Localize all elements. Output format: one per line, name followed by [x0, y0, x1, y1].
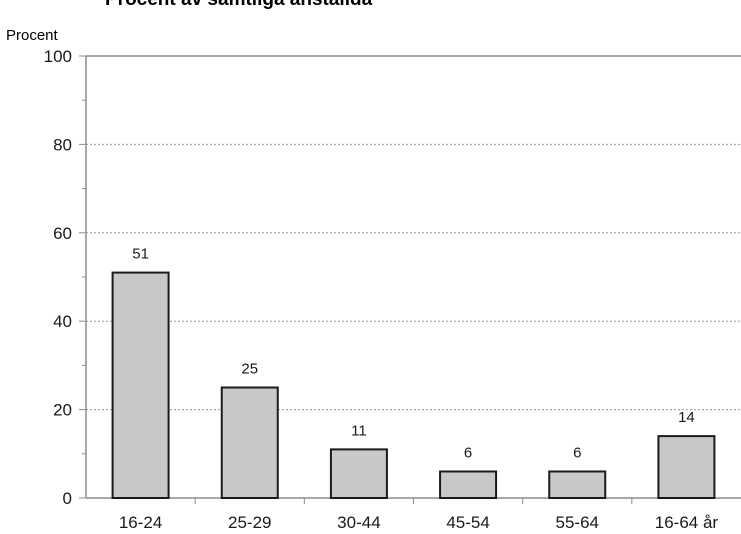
data-label-55-64: 6 [573, 444, 581, 461]
bar-30-44 [329, 448, 388, 500]
axes [79, 55, 741, 504]
x-tick-label: 55-64 [556, 513, 599, 532]
data-labels: 51 25 11 6 6 14 [132, 246, 695, 462]
y-tick-label: 0 [63, 489, 72, 508]
y-tick-label: 100 [44, 47, 72, 66]
bar-25-29 [220, 386, 279, 499]
y-tick-label: 80 [53, 135, 72, 154]
data-label-25-29: 25 [241, 361, 258, 378]
y-tick-label: 60 [53, 224, 72, 243]
data-label-30-44: 11 [351, 422, 367, 439]
x-tick-label: 30-44 [337, 513, 380, 532]
chart-title: Procent av samtliga anställda [105, 0, 373, 10]
x-tick-labels: 16-24 25-29 30-44 45-54 55-64 16-64 år [119, 513, 719, 532]
gridlines [86, 143, 741, 411]
y-tick-labels: 0 20 40 60 80 100 [44, 47, 72, 508]
bar-55-64 [548, 470, 607, 500]
x-tick-label: 16-24 [119, 513, 162, 532]
y-tick-label: 40 [53, 312, 72, 331]
x-tick-label: 16-64 år [655, 513, 719, 532]
data-label-16-24: 51 [132, 246, 149, 263]
bar-16-64 år [657, 435, 716, 499]
x-tick-label: 45-54 [446, 513, 489, 532]
y-tick-label: 20 [53, 401, 72, 420]
data-label-16-64 år: 14 [678, 409, 695, 426]
bars [111, 271, 716, 500]
bar-45-54 [439, 470, 498, 500]
x-tick-label: 25-29 [228, 513, 271, 532]
data-label-45-54: 6 [464, 444, 472, 461]
y-axis-label: Procent [6, 27, 59, 44]
bar-16-24 [111, 271, 170, 499]
